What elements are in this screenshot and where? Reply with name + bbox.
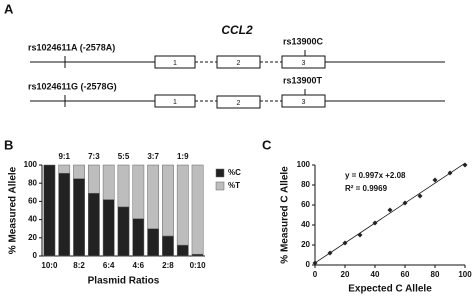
exon <box>154 94 196 108</box>
exon <box>154 55 196 69</box>
bar-segment <box>73 164 85 179</box>
exon-label: 1 <box>173 60 177 67</box>
y-tick-label: 0 <box>33 251 38 260</box>
bar-segment <box>58 164 71 174</box>
bar-segment <box>73 178 85 257</box>
exon-label: 2 <box>237 100 241 107</box>
snp-label: rs1024611G (-2578G) <box>28 81 117 91</box>
ratio-label: 3:7 <box>147 152 159 161</box>
y-tick-label: 40 <box>28 215 37 224</box>
exon <box>281 94 326 108</box>
x-tick-label: 8:2 <box>73 261 85 270</box>
x-tick-label: 4:6 <box>133 261 145 270</box>
y-tick-label: 60 <box>301 200 310 209</box>
y-tick-label: 40 <box>301 220 310 229</box>
x-axis-label: Plasmid Ratios <box>88 276 160 287</box>
bar-segment <box>102 199 115 257</box>
panel-label: B <box>4 137 13 152</box>
point <box>447 170 453 176</box>
exon-label: 1 <box>173 99 177 106</box>
bar-segment <box>43 164 56 257</box>
annotation: y = 0.997x +2.08 <box>345 171 406 180</box>
bar-segment <box>117 206 130 257</box>
x-tick-label: 100 <box>458 270 472 279</box>
bar-segment <box>162 164 174 237</box>
panel-label: A <box>4 1 14 16</box>
x-tick-label: 60 <box>401 270 410 279</box>
point <box>432 177 438 183</box>
ratio-label: 9:1 <box>58 152 70 161</box>
y-axis-label: % Measured C Allele <box>280 166 291 264</box>
exon <box>281 55 326 69</box>
ratio-label: 5:5 <box>118 152 130 161</box>
x-tick-label: 40 <box>371 270 380 279</box>
point <box>327 250 333 256</box>
point <box>372 220 378 226</box>
y-tick-label: 80 <box>301 180 310 189</box>
point <box>342 240 348 246</box>
bar-segment <box>87 164 100 194</box>
point <box>402 200 408 206</box>
snp-label: rs1024611A (-2578A) <box>28 42 115 52</box>
ratio-label: 7:3 <box>88 152 100 161</box>
bar-segment <box>176 164 189 246</box>
legend-swatch <box>215 181 225 191</box>
bar-segment <box>117 164 130 208</box>
bar-segment <box>58 172 71 257</box>
point <box>417 193 423 199</box>
bar-segment <box>147 228 160 257</box>
x-axis-label: Expected C Allele <box>348 284 432 295</box>
legend-swatch <box>215 168 225 178</box>
point <box>357 232 363 238</box>
x-tick-label: 2:8 <box>162 261 174 270</box>
point <box>312 260 318 266</box>
y-tick-label: 20 <box>301 240 310 249</box>
gene-title: CCL2 <box>221 23 253 37</box>
legend-label: %C <box>228 168 241 177</box>
panel-label: C <box>262 137 272 152</box>
x-tick-label: 10:0 <box>41 261 58 270</box>
legend-label: %T <box>228 181 240 190</box>
y-tick-label: 20 <box>28 233 37 242</box>
y-tick-label: 0 <box>306 260 311 269</box>
x-tick-label: 0 <box>313 270 318 279</box>
exon <box>216 55 261 69</box>
y-tick-label: 80 <box>28 178 37 187</box>
ratio-label: 1:9 <box>177 152 189 161</box>
exon <box>216 95 261 109</box>
snp-label: rs13900C <box>283 36 324 46</box>
exon-label: 2 <box>237 60 241 67</box>
bar-segment <box>102 164 115 200</box>
bar-segment <box>176 244 189 257</box>
snp-label: rs13900T <box>283 75 323 85</box>
bar-segment <box>87 192 100 257</box>
bar-segment <box>162 235 174 257</box>
point <box>387 207 393 213</box>
bar-segment <box>147 164 160 229</box>
annotation: R² = 0.9969 <box>345 184 388 193</box>
y-tick-label: 60 <box>28 197 37 206</box>
exon-label: 3 <box>302 60 306 67</box>
x-tick-label: 0:10 <box>190 261 207 270</box>
bar-segment <box>191 253 204 257</box>
y-tick-label: 100 <box>24 160 38 169</box>
bar-segment <box>191 164 204 255</box>
bar-segment <box>132 218 145 257</box>
x-tick-label: 20 <box>341 270 350 279</box>
exon-label: 3 <box>302 99 306 106</box>
trendline <box>314 162 466 264</box>
x-tick-label: 80 <box>431 270 440 279</box>
bar-segment <box>132 164 145 219</box>
point <box>462 162 468 168</box>
x-tick-label: 6:4 <box>103 261 115 270</box>
y-tick-label: 100 <box>297 160 311 169</box>
y-axis-label: % Measured Allele <box>8 166 19 254</box>
